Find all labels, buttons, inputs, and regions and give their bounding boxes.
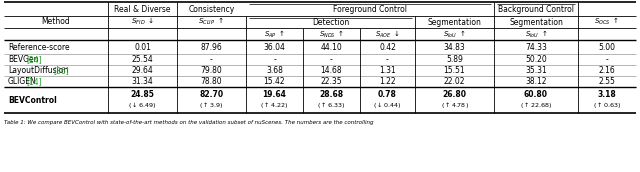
Text: $S_\mathit{AOE}$ $\downarrow$: $S_\mathit{AOE}$ $\downarrow$ xyxy=(375,28,400,40)
Text: [14]: [14] xyxy=(26,77,42,86)
Text: Foreground Control: Foreground Control xyxy=(333,4,407,13)
Text: Background Control: Background Control xyxy=(498,4,574,13)
Text: Reference-score: Reference-score xyxy=(8,42,70,51)
Text: BEVGen: BEVGen xyxy=(8,55,38,64)
Text: BEVControl: BEVControl xyxy=(8,95,57,105)
Text: Consistency: Consistency xyxy=(188,4,235,13)
Text: -: - xyxy=(386,55,389,64)
Text: Segmentation: Segmentation xyxy=(509,18,563,26)
Text: 44.10: 44.10 xyxy=(321,42,342,51)
Text: $S_\mathit{CLIP}$ $\uparrow$: $S_\mathit{CLIP}$ $\uparrow$ xyxy=(198,15,225,27)
Text: Method: Method xyxy=(42,17,70,25)
Text: Table 1: We compare BEVControl with state-of-the-art methods on the validation s: Table 1: We compare BEVControl with stat… xyxy=(4,120,374,125)
Text: 19.64: 19.64 xyxy=(262,90,287,99)
Text: 15.51: 15.51 xyxy=(444,66,465,75)
Text: LayoutDiffusion: LayoutDiffusion xyxy=(8,66,68,75)
Text: 2.16: 2.16 xyxy=(598,66,616,75)
Text: 5.00: 5.00 xyxy=(598,42,616,51)
Text: 35.31: 35.31 xyxy=(525,66,547,75)
Text: $S_\mathit{AP}$ $\uparrow$: $S_\mathit{AP}$ $\uparrow$ xyxy=(264,28,285,40)
Text: [36]: [36] xyxy=(54,66,70,75)
Text: 50.20: 50.20 xyxy=(525,55,547,64)
Text: $S_\mathit{FID}$ $\downarrow$: $S_\mathit{FID}$ $\downarrow$ xyxy=(131,15,154,27)
Text: Segmentation: Segmentation xyxy=(428,18,481,26)
Text: -: - xyxy=(273,55,276,64)
Text: 2.55: 2.55 xyxy=(598,77,616,86)
Text: -: - xyxy=(330,55,333,64)
Text: $(\uparrow 0.63)$: $(\uparrow 0.63)$ xyxy=(593,100,621,110)
Text: $(\downarrow 0.44)$: $(\downarrow 0.44)$ xyxy=(373,100,402,110)
Text: $(\uparrow 4.78)$: $(\uparrow 4.78)$ xyxy=(440,100,468,110)
Text: -: - xyxy=(605,55,609,64)
Text: 79.80: 79.80 xyxy=(200,66,222,75)
Text: 28.68: 28.68 xyxy=(319,90,344,99)
Text: 0.42: 0.42 xyxy=(379,42,396,51)
Text: 1.31: 1.31 xyxy=(379,66,396,75)
Text: -: - xyxy=(210,55,213,64)
Text: Detection: Detection xyxy=(312,18,349,26)
Text: 0.01: 0.01 xyxy=(134,42,151,51)
Text: 26.80: 26.80 xyxy=(442,90,467,99)
Text: 36.04: 36.04 xyxy=(264,42,285,51)
Text: 22.35: 22.35 xyxy=(321,77,342,86)
Text: 0.78: 0.78 xyxy=(378,90,397,99)
Text: 3.68: 3.68 xyxy=(266,66,283,75)
Text: $S_\mathit{IoU}$ $\uparrow$: $S_\mathit{IoU}$ $\uparrow$ xyxy=(443,28,466,40)
Text: 24.85: 24.85 xyxy=(131,90,154,99)
Text: $(\uparrow 3.9)$: $(\uparrow 3.9)$ xyxy=(199,100,224,110)
Text: GLIGEN: GLIGEN xyxy=(8,77,36,86)
Text: $(\uparrow 4.22)$: $(\uparrow 4.22)$ xyxy=(260,100,289,110)
Text: 25.54: 25.54 xyxy=(132,55,154,64)
Text: 74.33: 74.33 xyxy=(525,42,547,51)
Text: 78.80: 78.80 xyxy=(201,77,222,86)
Text: 29.64: 29.64 xyxy=(132,66,154,75)
Text: 82.70: 82.70 xyxy=(200,90,223,99)
Text: 22.02: 22.02 xyxy=(444,77,465,86)
Text: 31.34: 31.34 xyxy=(132,77,154,86)
Text: 38.12: 38.12 xyxy=(525,77,547,86)
Text: 34.83: 34.83 xyxy=(444,42,465,51)
Text: 60.80: 60.80 xyxy=(524,90,548,99)
Text: 1.22: 1.22 xyxy=(379,77,396,86)
Text: 14.68: 14.68 xyxy=(321,66,342,75)
Text: [24]: [24] xyxy=(26,55,42,64)
Text: $(\uparrow 6.33)$: $(\uparrow 6.33)$ xyxy=(317,100,346,110)
Text: 15.42: 15.42 xyxy=(264,77,285,86)
Text: Real & Diverse: Real & Diverse xyxy=(115,4,171,13)
Text: $S_\mathit{NDS}$ $\uparrow$: $S_\mathit{NDS}$ $\uparrow$ xyxy=(319,28,344,40)
Text: 5.89: 5.89 xyxy=(446,55,463,64)
Text: $S_\mathit{IoU}$ $\uparrow$: $S_\mathit{IoU}$ $\uparrow$ xyxy=(525,28,547,40)
Text: 3.18: 3.18 xyxy=(598,90,616,99)
Text: $(\downarrow 6.49)$: $(\downarrow 6.49)$ xyxy=(128,100,157,110)
Text: 87.96: 87.96 xyxy=(200,42,222,51)
Text: $(\uparrow 22.68)$: $(\uparrow 22.68)$ xyxy=(520,100,552,110)
Text: $S_\mathit{OCS}$ $\uparrow$: $S_\mathit{OCS}$ $\uparrow$ xyxy=(595,15,620,27)
